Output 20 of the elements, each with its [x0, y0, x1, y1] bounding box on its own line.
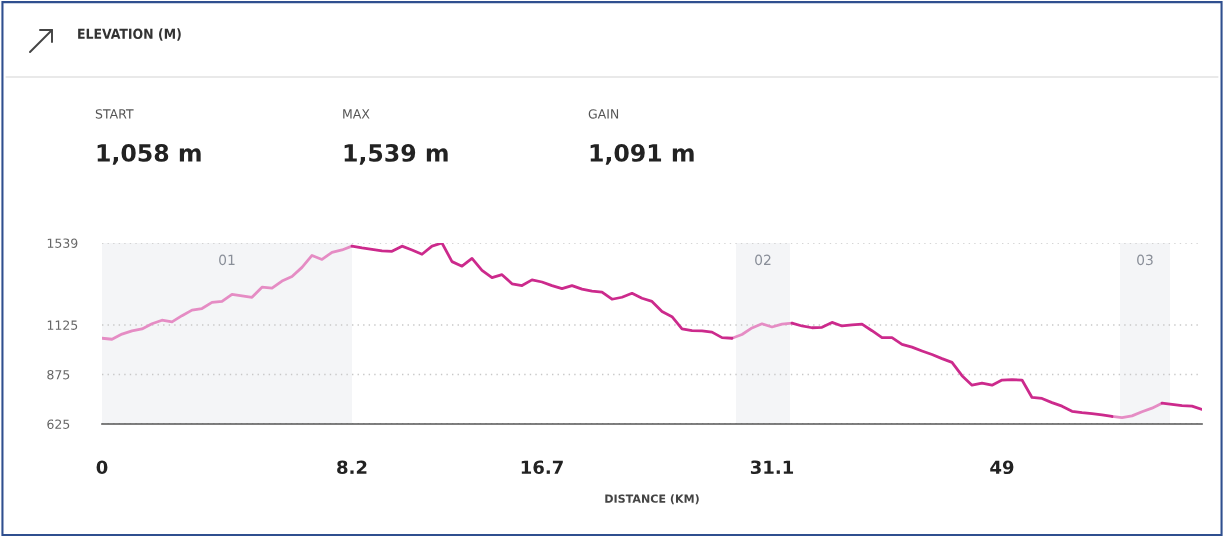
y-tick-label: 625	[47, 419, 70, 429]
text: START	[95, 109, 134, 119]
text: GAIN	[588, 109, 619, 119]
text: 1,058 m	[97, 143, 201, 165]
annotation: 03	[1137, 254, 1153, 266]
y-tick-label: 1539	[47, 238, 78, 248]
text: 1,091 m	[590, 143, 694, 165]
band-label: 01	[219, 254, 235, 266]
text: 1,539 m	[344, 143, 448, 165]
annotation: 02	[755, 254, 771, 266]
x-tick-label: 16.7	[521, 460, 563, 475]
x-tick-label: 31.1	[750, 460, 794, 475]
x-tick-label: 8.2	[337, 460, 367, 475]
y-tick-label: 875	[47, 369, 70, 380]
y-tick-label: 1125	[47, 320, 78, 330]
text: MAX	[343, 109, 370, 119]
x-tick-label: 49	[990, 460, 1014, 475]
x-axis-title: DISTANCE (KM)	[605, 494, 699, 505]
x-tick-label: 0	[96, 460, 108, 475]
chart-title: ELEVATION (M)	[78, 28, 181, 41]
